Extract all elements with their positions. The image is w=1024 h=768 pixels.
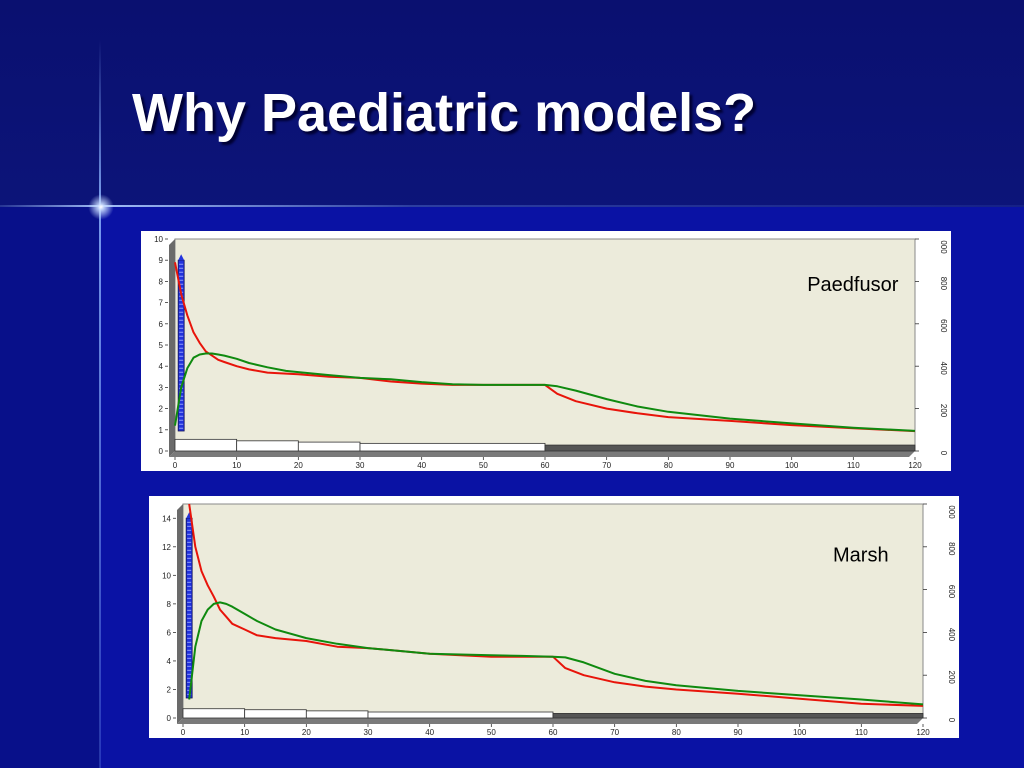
x-tick-label: 10 bbox=[232, 461, 241, 470]
left-wall bbox=[169, 239, 175, 457]
bolus-bar bbox=[177, 259, 185, 432]
y-tick-label: 14 bbox=[162, 514, 171, 523]
bolus-cap bbox=[178, 254, 185, 261]
y2-tick-label: 800 bbox=[939, 277, 948, 291]
x-tick-label: 80 bbox=[664, 461, 673, 470]
infusion-step-bar bbox=[244, 709, 307, 719]
infusion-step-bar bbox=[359, 442, 546, 452]
x-tick-label: 30 bbox=[356, 461, 365, 470]
y-tick-label: 3 bbox=[159, 383, 164, 392]
y-tick-label: 5 bbox=[159, 341, 164, 350]
y2-tick-label: 000 bbox=[939, 240, 948, 254]
infusion-step-bar bbox=[297, 441, 361, 452]
x-tick-label: 10 bbox=[240, 728, 249, 737]
y2-tick-label: 200 bbox=[939, 404, 948, 418]
marsh-chart: 0 2 4 6 8 10 12 14 0 10 20 30 40 50 60 70 80 90 100 110 120 0… bbox=[149, 496, 959, 738]
y2-tick-label: 400 bbox=[947, 628, 956, 642]
y-tick-label: 4 bbox=[159, 362, 164, 371]
infusion-step-bar bbox=[544, 444, 916, 452]
x-tick-label: 20 bbox=[294, 461, 303, 470]
y2-tick-label: 000 bbox=[947, 505, 956, 519]
bolus-bar bbox=[185, 517, 193, 699]
x-tick-label: 120 bbox=[916, 728, 930, 737]
y-tick-label: 4 bbox=[167, 657, 172, 666]
x-tick-label: 70 bbox=[610, 728, 619, 737]
x-tick-label: 80 bbox=[672, 728, 681, 737]
infusion-step-bar bbox=[367, 711, 554, 719]
y-tick-label: 7 bbox=[159, 299, 164, 308]
x-tick-label: 30 bbox=[364, 728, 373, 737]
x-tick-label: 0 bbox=[181, 728, 186, 737]
y2-tick-label: 600 bbox=[939, 319, 948, 333]
x-tick-label: 60 bbox=[549, 728, 558, 737]
floor bbox=[177, 718, 923, 724]
x-tick-label: 110 bbox=[855, 728, 868, 737]
x-tick-label: 100 bbox=[785, 461, 799, 470]
y-tick-label: 10 bbox=[162, 571, 171, 580]
x-tick-label: 120 bbox=[908, 461, 922, 470]
x-tick-label: 0 bbox=[173, 461, 178, 470]
x-tick-label: 50 bbox=[479, 461, 488, 470]
x-tick-label: 40 bbox=[425, 728, 434, 737]
x-tick-label: 90 bbox=[726, 461, 735, 470]
y2-tick-label: 400 bbox=[939, 362, 948, 376]
plot-area bbox=[174, 238, 916, 452]
y-tick-label: 12 bbox=[162, 543, 171, 552]
y-tick-label: 2 bbox=[159, 405, 164, 414]
y2-tick-label: 800 bbox=[947, 542, 956, 556]
sparkle-icon bbox=[86, 192, 116, 222]
y-tick-label: 8 bbox=[167, 600, 172, 609]
y-tick-label: 6 bbox=[159, 320, 164, 329]
infusion-step-bar bbox=[236, 440, 299, 452]
plot-area bbox=[182, 503, 924, 719]
infusion-step-bar bbox=[305, 710, 369, 719]
y-tick-label: 8 bbox=[159, 277, 164, 286]
y-tick-label: 0 bbox=[167, 714, 172, 723]
y-tick-label: 9 bbox=[159, 256, 164, 265]
y2-tick-label: 0 bbox=[939, 451, 948, 456]
infusion-step-bar bbox=[552, 713, 924, 719]
y2-tick-label: 600 bbox=[947, 585, 956, 599]
left-band bbox=[0, 207, 100, 768]
x-tick-label: 70 bbox=[602, 461, 611, 470]
left-wall bbox=[177, 504, 183, 724]
x-tick-label: 60 bbox=[541, 461, 550, 470]
infusion-step-bar bbox=[182, 708, 246, 719]
effect-site-concentration-curve bbox=[188, 601, 924, 706]
floor bbox=[169, 451, 915, 457]
title-band bbox=[0, 0, 1024, 207]
decor-horizontal-line bbox=[0, 205, 1024, 207]
y-tick-label: 2 bbox=[167, 685, 172, 694]
y-tick-label: 10 bbox=[154, 235, 163, 244]
y-tick-label: 1 bbox=[159, 426, 164, 435]
y2-tick-label: 200 bbox=[947, 671, 956, 685]
x-tick-label: 40 bbox=[417, 461, 426, 470]
model-label: Paedfusor bbox=[807, 274, 899, 296]
effect-site-concentration-curve bbox=[174, 352, 916, 432]
y2-tick-label: 0 bbox=[947, 718, 956, 723]
x-tick-label: 100 bbox=[793, 728, 807, 737]
x-tick-label: 20 bbox=[302, 728, 311, 737]
x-tick-label: 90 bbox=[734, 728, 743, 737]
decor-vertical-line bbox=[99, 40, 101, 768]
x-tick-label: 50 bbox=[487, 728, 496, 737]
x-tick-label: 110 bbox=[847, 461, 860, 470]
y-tick-label: 6 bbox=[167, 628, 172, 637]
y-tick-label: 0 bbox=[159, 447, 164, 456]
slide-title: Why Paediatric models? bbox=[132, 83, 757, 143]
infusion-step-bar bbox=[174, 438, 238, 452]
model-label: Marsh bbox=[833, 544, 889, 566]
